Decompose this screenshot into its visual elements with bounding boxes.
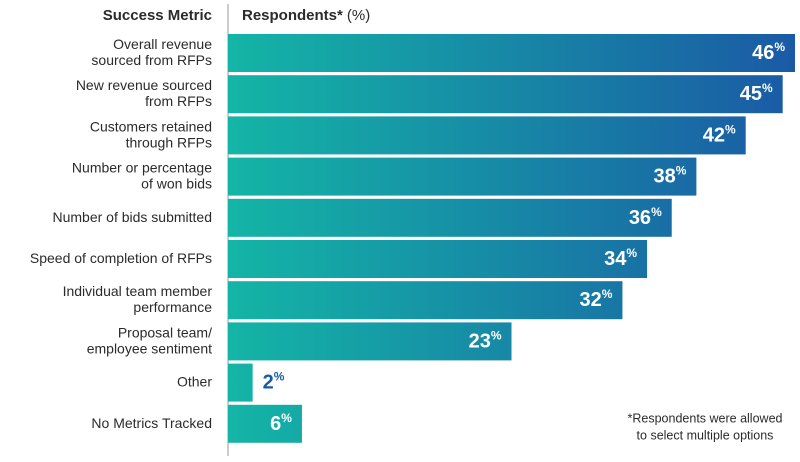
bar bbox=[228, 363, 253, 402]
value-label: 34% bbox=[604, 246, 637, 270]
bar bbox=[228, 281, 623, 320]
category-label: Number or percentage of won bids bbox=[72, 159, 212, 191]
value-label: 46% bbox=[752, 40, 785, 64]
bar bbox=[228, 75, 783, 114]
category-label: Proposal team/employee sentiment bbox=[87, 324, 212, 356]
value-number: 36 bbox=[629, 207, 651, 229]
value-unit: % bbox=[274, 370, 285, 384]
value-unit: % bbox=[626, 246, 637, 260]
value-unit: % bbox=[602, 287, 613, 301]
text-line: employee sentiment bbox=[87, 340, 212, 356]
text-line: Individual team member bbox=[63, 283, 213, 299]
value-header-unit: (%) bbox=[347, 7, 370, 24]
text-line: Other bbox=[177, 373, 212, 389]
value-label: 2% bbox=[263, 370, 285, 394]
category-label: Number of bids submitted bbox=[52, 209, 212, 225]
value-label: 38% bbox=[653, 164, 686, 188]
category-label: Speed of completion of RFPs bbox=[30, 250, 212, 266]
text-line: of won bids bbox=[141, 175, 212, 191]
footnote: *Respondents were allowed to select multi… bbox=[628, 412, 783, 443]
value-number: 34 bbox=[604, 248, 627, 270]
value-number: 2 bbox=[263, 372, 274, 394]
category-label: Customers retained through RFPs bbox=[90, 118, 212, 150]
text-line: Customers retained bbox=[90, 118, 212, 134]
category-label: New revenue sourced from RFPs bbox=[76, 77, 212, 109]
value-label: 42% bbox=[703, 123, 736, 147]
value-number: 23 bbox=[469, 331, 491, 353]
text-line: New revenue sourced bbox=[76, 77, 212, 93]
value-label: 45% bbox=[740, 81, 773, 105]
text-line: *Respondents were allowed bbox=[628, 412, 783, 426]
category-label: Other bbox=[177, 373, 212, 389]
text-line: Speed of completion of RFPs bbox=[30, 250, 212, 266]
text-line: sourced from RFPs bbox=[91, 52, 212, 68]
text-line: Number or percentage bbox=[72, 159, 212, 175]
category-label: Individual team member performance bbox=[63, 283, 213, 315]
value-unit: % bbox=[774, 40, 785, 54]
value-number: 6 bbox=[270, 413, 281, 435]
value-label: 36% bbox=[629, 205, 662, 229]
value-header: Respondents* (%) bbox=[242, 7, 370, 24]
text-line: through RFPs bbox=[126, 134, 212, 150]
value-unit: % bbox=[491, 329, 502, 343]
text-line: Proposal team/ bbox=[118, 324, 212, 340]
value-unit: % bbox=[725, 123, 736, 137]
text-line: Number of bids submitted bbox=[52, 209, 212, 225]
value-header-title: Respondents* bbox=[242, 7, 343, 24]
value-number: 46 bbox=[752, 42, 774, 64]
value-label: 23% bbox=[469, 329, 502, 353]
bar bbox=[228, 404, 302, 443]
value-number: 38 bbox=[653, 166, 675, 188]
bar bbox=[228, 157, 697, 196]
text-line: to select multiple options bbox=[637, 429, 774, 443]
value-unit: % bbox=[762, 81, 773, 95]
value-number: 42 bbox=[703, 125, 725, 147]
value-unit: % bbox=[676, 164, 687, 178]
value-unit: % bbox=[281, 411, 292, 425]
bar bbox=[228, 198, 672, 237]
value-label: 32% bbox=[580, 287, 613, 311]
text-line: from RFPs bbox=[145, 93, 212, 109]
bar bbox=[228, 240, 648, 278]
bar bbox=[228, 322, 512, 361]
bar bbox=[228, 34, 795, 72]
category-header: Success Metric bbox=[103, 7, 212, 24]
value-number: 32 bbox=[580, 289, 602, 311]
value-label: 6% bbox=[270, 411, 292, 435]
bar bbox=[228, 116, 746, 155]
value-number: 45 bbox=[740, 83, 762, 105]
text-line: No Metrics Tracked bbox=[91, 415, 212, 431]
value-unit: % bbox=[651, 205, 662, 219]
category-label: No Metrics Tracked bbox=[91, 415, 212, 431]
text-line: performance bbox=[133, 299, 212, 315]
text-line: Overall revenue bbox=[113, 36, 212, 52]
category-label: Overall revenue sourced from RFPs bbox=[91, 36, 212, 68]
